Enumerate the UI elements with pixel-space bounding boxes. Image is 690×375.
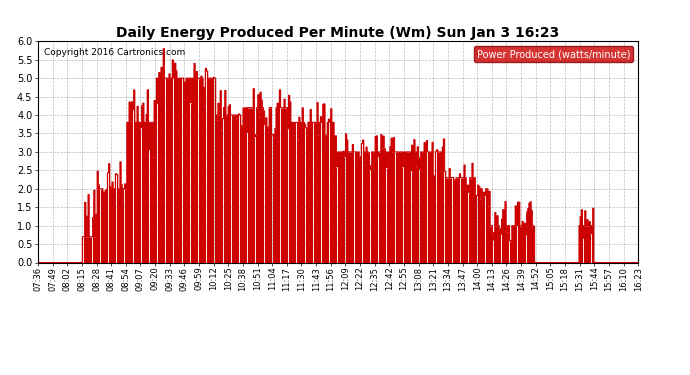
Text: Copyright 2016 Cartronics.com: Copyright 2016 Cartronics.com bbox=[44, 48, 185, 57]
Title: Daily Energy Produced Per Minute (Wm) Sun Jan 3 16:23: Daily Energy Produced Per Minute (Wm) Su… bbox=[117, 26, 560, 40]
Legend: Power Produced (watts/minute): Power Produced (watts/minute) bbox=[474, 46, 633, 62]
